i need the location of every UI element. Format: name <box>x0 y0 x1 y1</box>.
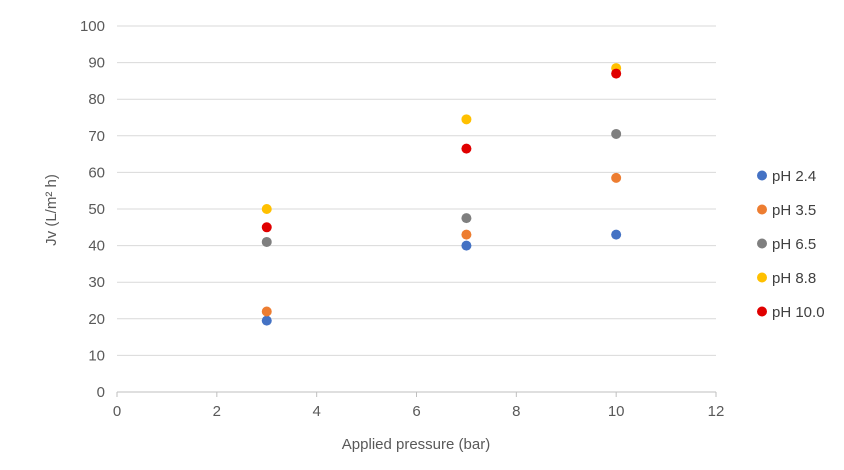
x-tick-labels: 0 2 4 6 8 10 12 <box>113 403 725 420</box>
point-pH-10.0-x7 <box>461 143 472 154</box>
legend-label: pH 3.5 <box>772 202 816 219</box>
x-tick-10: 10 <box>608 403 625 420</box>
x-tick-12: 12 <box>708 403 725 420</box>
series-pH-8_8 <box>261 63 622 214</box>
legend: pH 2.4 pH 3.5 pH 6.5 pH 8.8 pH 10.0 <box>757 168 825 321</box>
legend-marker <box>757 238 767 249</box>
point-pH-2.4-x7 <box>461 240 472 251</box>
series-pH-6_5 <box>261 128 622 247</box>
point-pH-3.5-x7 <box>461 229 472 240</box>
x-tick-8: 8 <box>512 403 520 420</box>
x-tick-0: 0 <box>113 403 121 420</box>
point-pH-6.5-x7 <box>461 213 472 224</box>
legend-item: pH 6.5 <box>757 236 816 253</box>
point-pH-3.5-x3 <box>261 306 272 317</box>
x-tick-6: 6 <box>412 403 420 420</box>
y-tick-70: 70 <box>88 128 105 145</box>
point-pH-3.5-x10 <box>611 172 622 183</box>
legend-label: pH 2.4 <box>772 168 816 185</box>
x-axis-label: Applied pressure (bar) <box>342 436 490 453</box>
point-pH-10.0-x3 <box>261 222 272 233</box>
legend-marker <box>757 204 767 215</box>
y-tick-80: 80 <box>88 91 105 108</box>
y-tick-90: 90 <box>88 55 105 72</box>
y-tick-30: 30 <box>88 274 105 291</box>
point-pH-6.5-x3 <box>261 236 272 247</box>
x-tick-4: 4 <box>312 403 320 420</box>
data-points <box>261 63 622 326</box>
point-pH-2.4-x10 <box>611 229 622 240</box>
legend-item: pH 10.0 <box>757 304 825 321</box>
y-tick-10: 10 <box>88 347 105 364</box>
y-tick-0: 0 <box>97 384 105 401</box>
y-tick-100: 100 <box>80 18 105 35</box>
legend-item: pH 8.8 <box>757 270 816 287</box>
legend-label: pH 6.5 <box>772 236 816 253</box>
point-pH-8.8-x3 <box>261 204 272 214</box>
legend-label: pH 8.8 <box>772 270 816 287</box>
x-tick-2: 2 <box>213 403 221 420</box>
y-tick-50: 50 <box>88 201 105 218</box>
legend-item: pH 2.4 <box>757 168 816 185</box>
point-pH-8.8-x7 <box>461 114 472 125</box>
y-tick-labels: 0 10 20 30 40 50 60 70 80 90 100 <box>80 18 105 401</box>
point-pH-2.4-x3 <box>261 315 272 326</box>
legend-marker <box>757 170 767 181</box>
legend-label: pH 10.0 <box>772 304 825 321</box>
point-pH-10.0-x10 <box>611 68 622 79</box>
series-pH-2_4 <box>261 229 622 326</box>
y-tick-60: 60 <box>88 164 105 181</box>
legend-marker <box>757 306 767 317</box>
point-pH-6.5-x10 <box>611 128 622 139</box>
gridlines <box>117 25 716 356</box>
axes <box>116 391 717 397</box>
legend-marker <box>757 272 767 283</box>
legend-item: pH 3.5 <box>757 202 816 219</box>
series-pH-10_0 <box>261 68 622 233</box>
y-tick-20: 20 <box>88 311 105 328</box>
y-axis-label: Jv (L/m² h) <box>43 174 60 246</box>
y-tick-40: 40 <box>88 238 105 255</box>
series-pH-3_5 <box>261 172 622 317</box>
